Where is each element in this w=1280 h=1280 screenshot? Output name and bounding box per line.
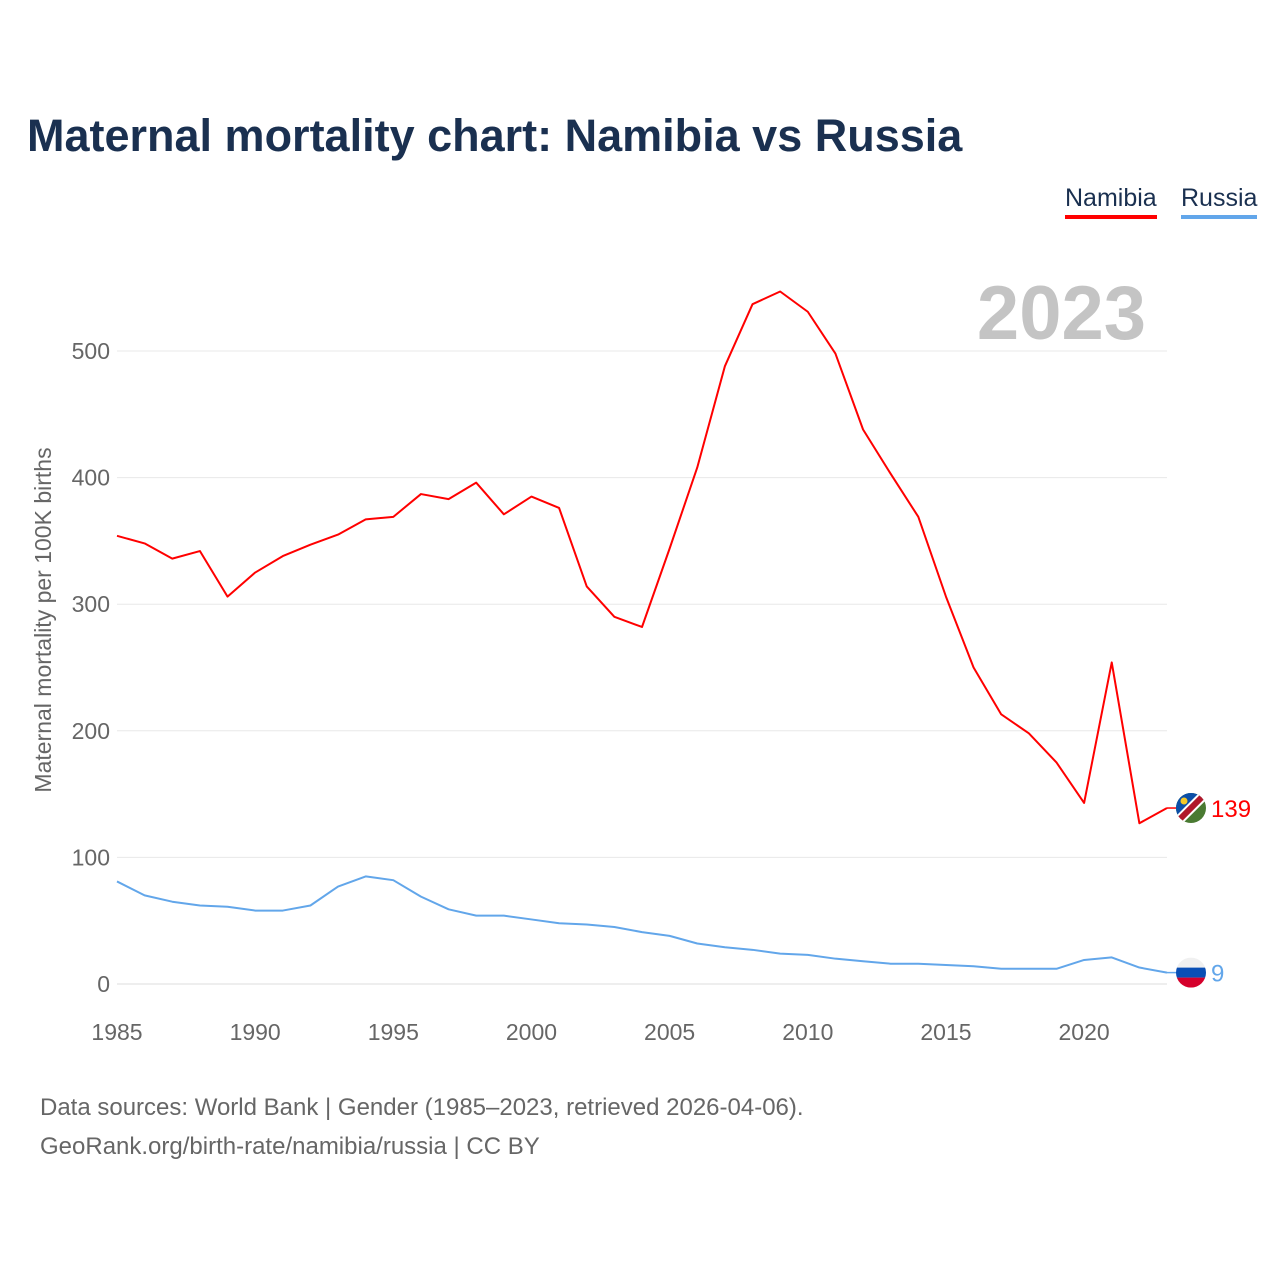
x-tick-label: 2005 [644,1019,695,1045]
source-line-2[interactable]: GeoRank.org/birth-rate/namibia/russia | … [40,1133,540,1160]
legend-namibia[interactable]: Namibia [1065,184,1157,219]
x-tick-label: 1995 [368,1019,419,1045]
russia-flag-icon [1176,957,1206,988]
y-tick-label: 0 [97,971,110,997]
y-tick-label: 400 [72,465,110,491]
x-tick-label: 1990 [230,1019,281,1045]
year-label: 2023 [976,271,1146,356]
legend-russia[interactable]: Russia [1181,184,1258,219]
y-tick-label: 200 [72,718,110,744]
end-value-label-russia: 9 [1211,961,1224,988]
series-line-namibia [116,290,1168,825]
x-tick-label: 1985 [91,1019,142,1045]
source-line-1: Data sources: World Bank | Gender (1985–… [40,1094,804,1121]
series-line-russia [116,875,1168,974]
y-tick-label: 300 [72,591,110,617]
x-tick-label: 2010 [782,1019,833,1045]
y-tick-label: 100 [72,844,110,870]
namibia-flag-icon [1176,793,1206,824]
end-value-label-namibia: 139 [1211,796,1251,823]
x-tick-label: 2000 [506,1019,557,1045]
source-note: Data sources: World Bank | Gender (1985–… [40,1088,804,1166]
x-tick-label: 2020 [1059,1019,1110,1045]
chart-title: Maternal mortality chart: Namibia vs Rus… [27,110,963,161]
x-tick-label: 2015 [920,1019,971,1045]
y-axis-label: Maternal mortality per 100K births [30,447,56,792]
y-tick-label: 500 [72,338,110,364]
